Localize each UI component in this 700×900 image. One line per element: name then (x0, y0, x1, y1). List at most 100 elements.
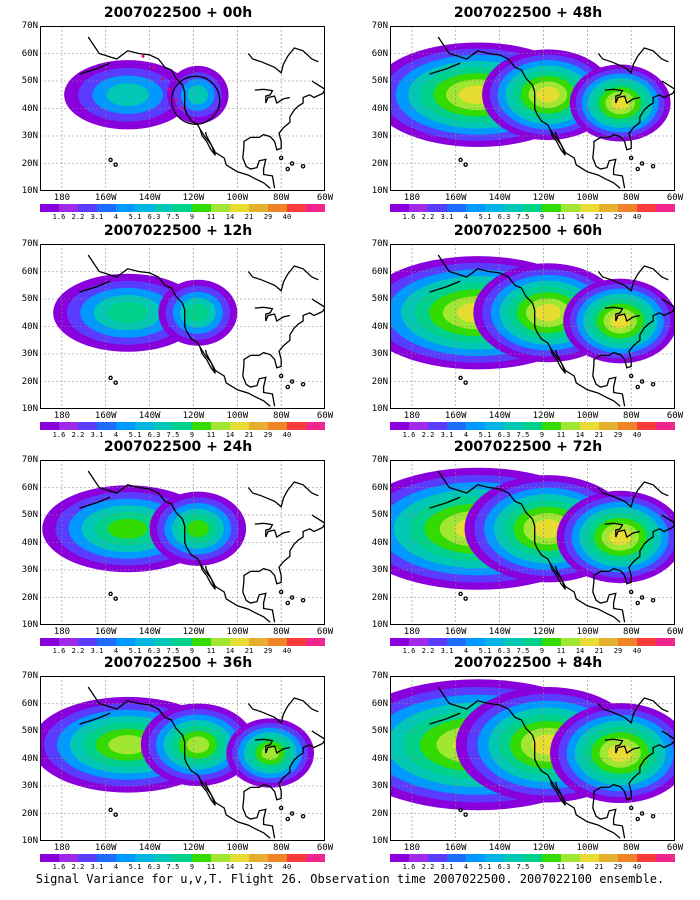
colorbar-swatch (637, 204, 656, 212)
y-tick-label: 20N (21, 376, 38, 387)
map-frame (390, 460, 675, 625)
graticule (390, 26, 675, 191)
colorbar-label: 29 (263, 863, 273, 871)
panel-title: 2007022500 + 24h (103, 439, 253, 455)
variance-field (390, 42, 671, 147)
colorbar-label: 2.2 (421, 213, 435, 221)
colorbar-swatch (230, 854, 249, 862)
colorbar (40, 422, 325, 430)
map-panel-p24: 2007022500 + 24h 70N 60N 50N 40N 30N 20N 10N 180… (8, 438, 348, 655)
colorbar-label: 21 (244, 863, 254, 871)
panel-title: 2007022500 + 36h (103, 655, 253, 671)
colorbar-swatch (211, 638, 230, 646)
y-tick-label: 60N (371, 266, 388, 277)
colorbar-swatch (249, 638, 268, 646)
colorbar-label: 21 (594, 431, 604, 439)
colorbar-swatch (523, 422, 542, 430)
coastline (429, 470, 675, 623)
colorbar-swatch (306, 204, 325, 212)
x-tick-label: 60W (316, 627, 334, 637)
colorbar-swatch (618, 638, 637, 646)
variance-contour (106, 83, 149, 107)
colorbar-label: 7.5 (516, 863, 530, 871)
y-tick-label: 20N (21, 158, 38, 169)
colorbar-label: 2.2 (421, 647, 435, 655)
colorbar-swatch (40, 854, 59, 862)
colorbar-swatch (504, 204, 523, 212)
colorbar-swatch (192, 204, 211, 212)
colorbar-swatch (287, 854, 306, 862)
colorbar-swatch (504, 854, 523, 862)
y-tick-label: 40N (371, 753, 388, 764)
colorbar-swatch (656, 204, 675, 212)
x-tick-label: 100W (576, 627, 599, 637)
colorbar-label: 6.3 (147, 213, 161, 221)
graticule (390, 676, 675, 841)
colorbar-swatch (40, 204, 59, 212)
map-panel-p12: 2007022500 + 12h 70N 60N 50N 40N 30N 20N 10N 180… (8, 222, 348, 439)
colorbar-label: 4 (113, 213, 119, 221)
variance-field (40, 696, 315, 793)
map-frame (40, 460, 325, 625)
panel-title: 2007022500 + 00h (103, 5, 253, 21)
colorbar-label: 14 (575, 213, 585, 221)
x-tick-label: 60W (316, 193, 334, 203)
colorbar-swatch (542, 422, 561, 430)
colorbar-label: 9 (189, 431, 195, 439)
colorbar-label: 4 (113, 647, 119, 655)
graticule (40, 26, 325, 191)
y-tick-label: 70N (21, 21, 38, 31)
y-tick-label: 60N (21, 48, 38, 59)
colorbar-swatch (116, 854, 135, 862)
colorbar-swatch (618, 854, 637, 862)
variance-field (42, 485, 247, 573)
coastline (429, 254, 675, 407)
colorbar-label: 9 (539, 647, 545, 655)
colorbar-swatch (466, 422, 485, 430)
variance-contour (536, 86, 560, 103)
colorbar-swatch (97, 204, 116, 212)
colorbar-swatch (542, 204, 561, 212)
variance-contour (108, 735, 147, 755)
colorbar-swatch (409, 854, 428, 862)
y-tick-label: 60N (371, 698, 388, 709)
map-frame (390, 244, 675, 409)
colorbar-label: 1.6 (52, 863, 66, 871)
colorbar-label: 2.2 (421, 431, 435, 439)
colorbar-label: 11 (556, 863, 566, 871)
x-tick-label: 180 (403, 193, 421, 203)
panel-title: 2007022500 + 12h (103, 223, 253, 239)
colorbar-label: 4 (113, 431, 119, 439)
colorbar-label: 1.6 (402, 213, 416, 221)
x-tick-label: 160W (94, 411, 117, 421)
y-tick-label: 10N (21, 186, 38, 196)
colorbar-label: 9 (539, 863, 545, 871)
colorbar-swatch (306, 854, 325, 862)
y-tick-label: 40N (371, 537, 388, 548)
y-tick-label: 60N (21, 266, 38, 277)
colorbar-swatch (59, 854, 78, 862)
colorbar-label: 6.3 (147, 863, 161, 871)
colorbar-swatch (116, 204, 135, 212)
colorbar-swatch (428, 422, 447, 430)
y-tick-label: 50N (371, 726, 388, 736)
colorbar-label: 3.1 (440, 647, 454, 655)
y-tick-label: 70N (371, 239, 388, 249)
colorbar-swatch (428, 204, 447, 212)
map-frame (40, 26, 325, 191)
x-tick-label: 120W (182, 193, 205, 203)
colorbar-swatch (154, 204, 173, 212)
colorbar (390, 422, 675, 430)
colorbar-label: 21 (594, 863, 604, 871)
colorbar-label: 6.3 (147, 431, 161, 439)
colorbar (390, 854, 675, 862)
colorbar-label: 40 (282, 863, 292, 871)
colorbar-swatch (447, 638, 466, 646)
colorbar-label: 2.2 (71, 213, 85, 221)
colorbar-label: 11 (206, 863, 216, 871)
map-plot (40, 26, 325, 191)
y-tick-label: 30N (371, 565, 388, 575)
colorbar-label: 2.2 (71, 647, 85, 655)
target-circle (171, 75, 221, 125)
map-frame (40, 676, 325, 841)
